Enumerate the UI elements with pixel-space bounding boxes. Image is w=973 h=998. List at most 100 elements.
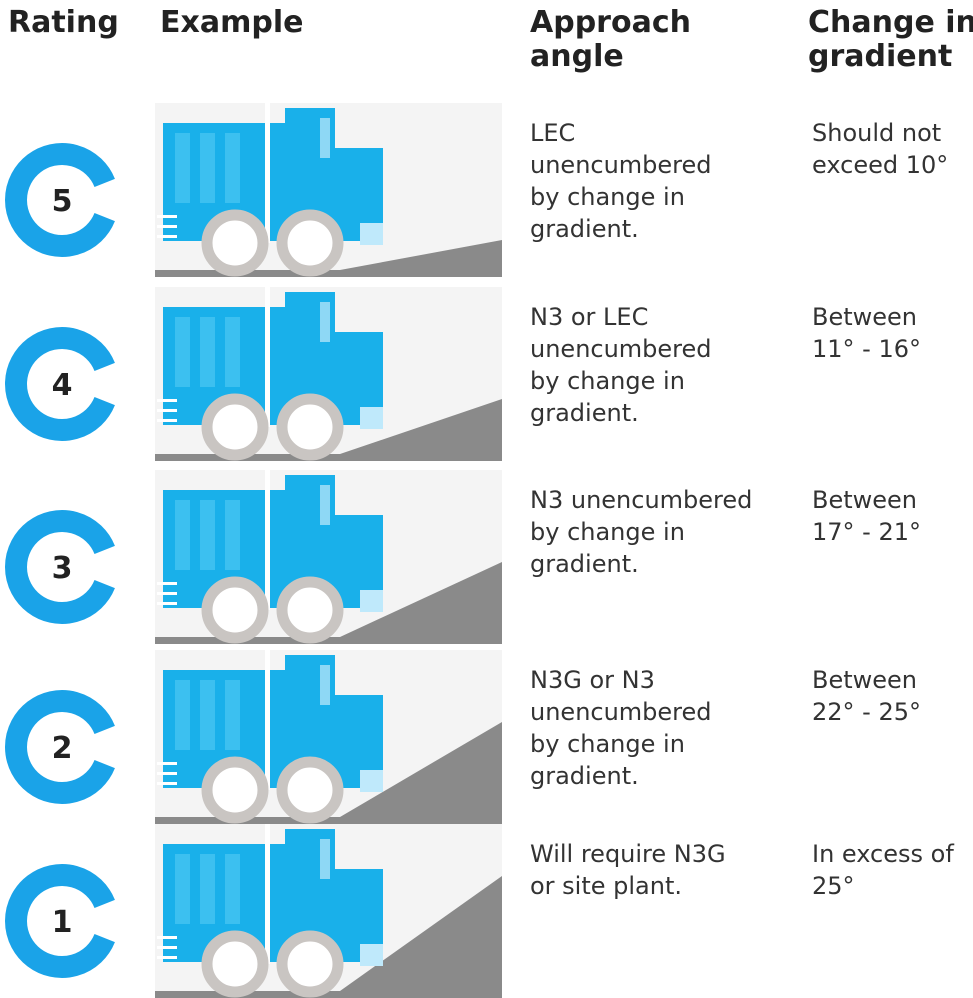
wheel <box>282 582 338 638</box>
truck-step <box>157 215 177 218</box>
truck-illustration <box>155 287 502 461</box>
truck-panel <box>200 500 215 570</box>
truck-window <box>320 302 330 342</box>
truck-bumper <box>360 944 383 966</box>
truck-window <box>320 118 330 158</box>
truck-panel <box>200 854 215 924</box>
truck-step <box>157 399 177 402</box>
truck-pipe <box>265 824 270 964</box>
truck-window <box>320 839 330 879</box>
wheel <box>282 399 338 455</box>
gradient-line: 22° - 25° <box>812 696 921 728</box>
truck-step <box>157 409 177 412</box>
wheel <box>282 215 338 271</box>
approach-line: or site plant. <box>530 870 682 902</box>
wheel <box>207 582 263 638</box>
gradient-line: Between <box>812 301 917 333</box>
truck-panel <box>225 317 240 387</box>
approach-line: gradient. <box>530 213 639 245</box>
approach-line: gradient. <box>530 760 639 792</box>
truck-pipe <box>265 470 270 610</box>
truck-step <box>157 592 177 595</box>
truck-illustration <box>155 470 502 644</box>
truck-bumper <box>360 407 383 429</box>
truck-step <box>157 225 177 228</box>
truck-panel <box>225 133 240 203</box>
truck-panel <box>225 500 240 570</box>
wheel <box>207 762 263 818</box>
gradient-line: Between <box>812 664 917 696</box>
wheel <box>282 936 338 992</box>
approach-line: by change in <box>530 365 685 397</box>
truck-step <box>157 762 177 765</box>
gradient-line: Between <box>812 484 917 516</box>
truck-step <box>157 419 177 422</box>
truck-illustration <box>155 650 502 824</box>
approach-line: by change in <box>530 516 685 548</box>
truck-bumper <box>360 590 383 612</box>
approach-line: N3G or N3 <box>530 664 655 696</box>
truck-window <box>320 485 330 525</box>
approach-line: gradient. <box>530 397 639 429</box>
approach-line: LEC <box>530 117 575 149</box>
approach-line: N3 or LEC <box>530 301 648 333</box>
truck-panel <box>225 854 240 924</box>
truck-step <box>157 772 177 775</box>
rating-number: 4 <box>52 368 73 403</box>
truck-step <box>157 936 177 939</box>
truck-pipe <box>265 650 270 790</box>
truck-panel <box>200 317 215 387</box>
gradient-line: 17° - 21° <box>812 516 921 548</box>
gradient-line: Should not <box>812 117 941 149</box>
header-line: angle <box>530 40 691 74</box>
header-gradient: Change ingradient <box>808 6 973 74</box>
truck-panel <box>175 854 190 924</box>
truck-panel <box>175 500 190 570</box>
gradient-line: exceed 10° <box>812 149 948 181</box>
header-line: Approach <box>530 6 691 40</box>
truck-pipe <box>265 287 270 427</box>
rating-number: 3 <box>52 551 73 586</box>
gradient-line: In excess of <box>812 838 954 870</box>
wheel <box>207 215 263 271</box>
wheel <box>207 399 263 455</box>
truck-illustration <box>155 824 502 998</box>
truck-bumper <box>360 223 383 245</box>
header-rating: Rating <box>8 6 119 40</box>
rating-number: 1 <box>52 905 73 940</box>
truck-panel <box>200 133 215 203</box>
truck-panel <box>225 680 240 750</box>
rating-number: 2 <box>52 731 73 766</box>
truck-step <box>157 235 177 238</box>
truck-step <box>157 582 177 585</box>
truck-step <box>157 946 177 949</box>
approach-line: N3 unencumbered <box>530 484 752 516</box>
truck-panel <box>175 317 190 387</box>
truck-step <box>157 602 177 605</box>
truck-window <box>320 665 330 705</box>
truck-illustration <box>155 103 502 277</box>
header-example: Example <box>160 6 303 40</box>
truck-panel <box>175 680 190 750</box>
approach-line: by change in <box>530 728 685 760</box>
approach-line: gradient. <box>530 548 639 580</box>
page: 5 4 3 2 1 Rating Example Approachangle Chang… <box>0 0 973 998</box>
truck-panel <box>200 680 215 750</box>
approach-line: unencumbered <box>530 696 712 728</box>
approach-line: unencumbered <box>530 149 712 181</box>
approach-line: Will require N3G <box>530 838 726 870</box>
header-line: Change in <box>808 6 973 40</box>
approach-line: by change in <box>530 181 685 213</box>
truck-pipe <box>265 103 270 243</box>
wheel <box>207 936 263 992</box>
truck-panel <box>175 133 190 203</box>
truck-step <box>157 956 177 959</box>
header-line: gradient <box>808 40 973 74</box>
rating-number: 5 <box>52 184 73 219</box>
gradient-line: 11° - 16° <box>812 333 921 365</box>
truck-bumper <box>360 770 383 792</box>
gradient-line: 25° <box>812 870 855 902</box>
truck-step <box>157 782 177 785</box>
wheel <box>282 762 338 818</box>
